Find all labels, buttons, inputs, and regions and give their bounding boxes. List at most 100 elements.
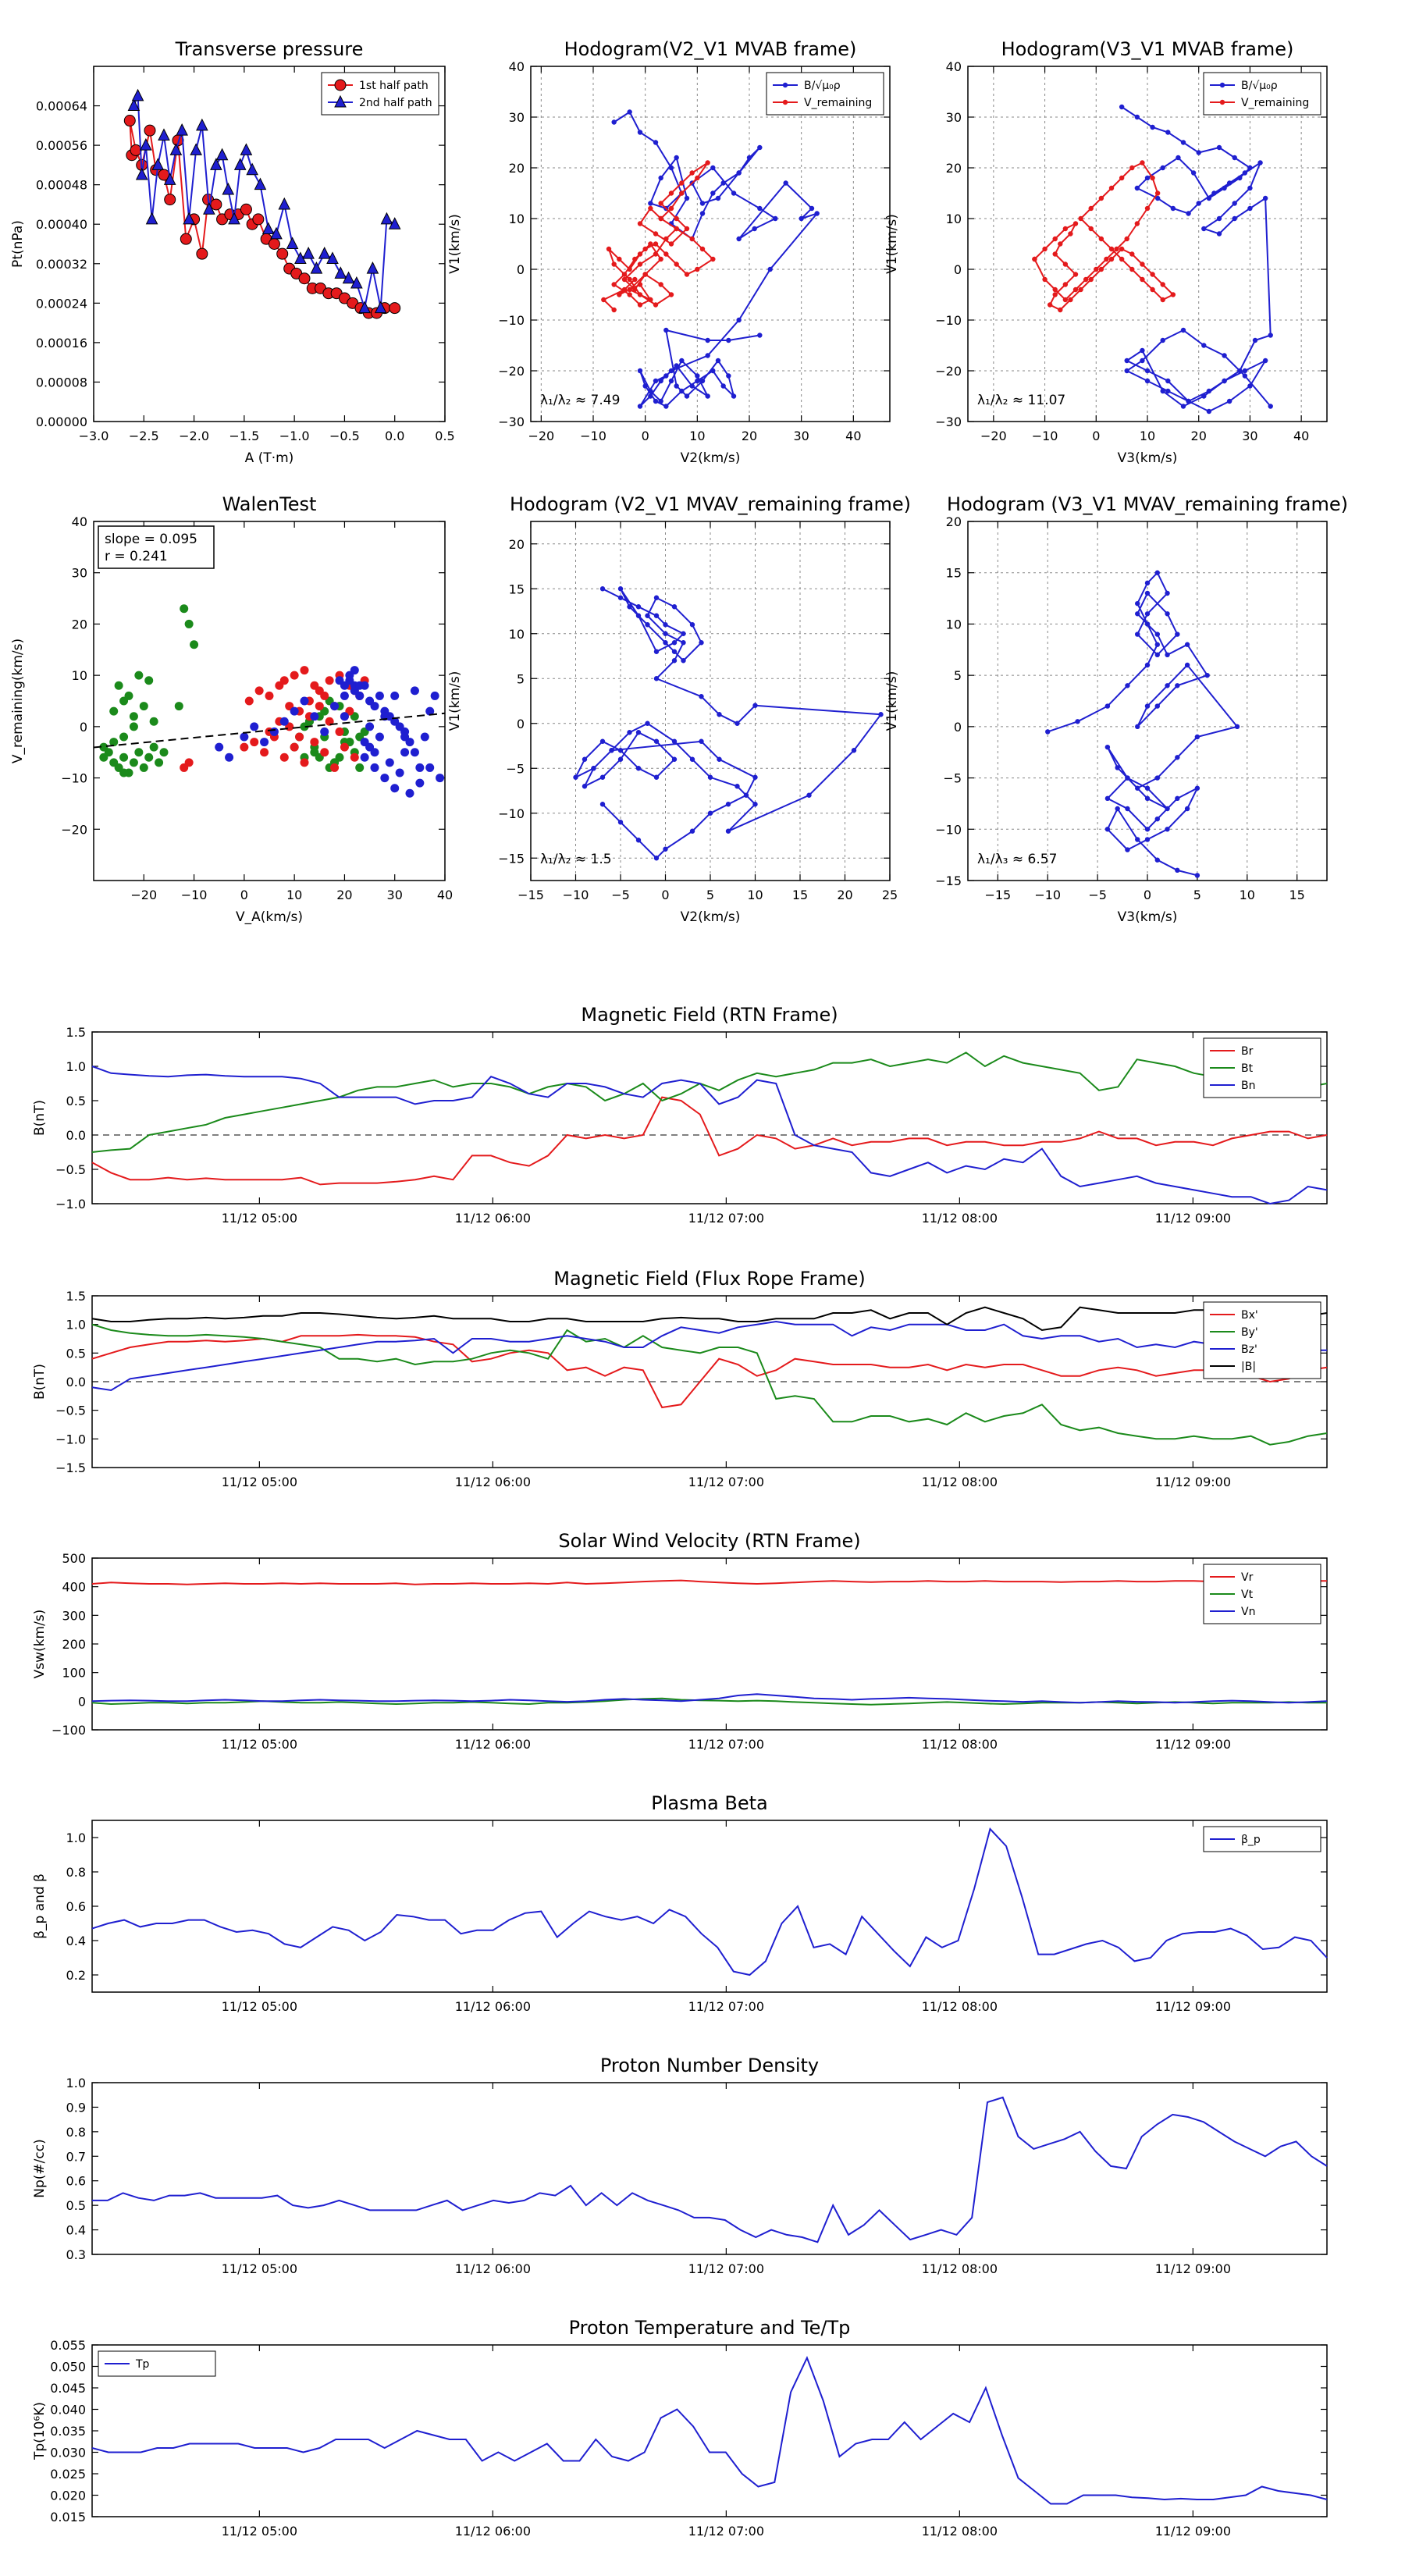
data-point bbox=[1201, 343, 1207, 348]
y-tick-label: −10 bbox=[498, 806, 525, 821]
data-point bbox=[1104, 703, 1111, 709]
data-point bbox=[1154, 570, 1160, 575]
y-tick-label: 0 bbox=[954, 262, 962, 277]
legend-label: Bn bbox=[1241, 1080, 1255, 1092]
data-point bbox=[637, 130, 643, 135]
y-axis-label: β_p and β bbox=[32, 1873, 48, 1939]
data-point bbox=[1062, 282, 1069, 287]
data-point bbox=[1144, 662, 1151, 668]
data-point bbox=[648, 205, 653, 212]
data-point bbox=[637, 262, 643, 267]
fit-line bbox=[93, 712, 446, 749]
data-point bbox=[1144, 175, 1151, 181]
data-point bbox=[757, 144, 763, 151]
data-point bbox=[1154, 775, 1160, 781]
data-point bbox=[1135, 785, 1140, 791]
x-tick-label: 11/12 09:00 bbox=[1155, 2261, 1231, 2276]
data-point bbox=[1144, 611, 1151, 617]
x-tick-label: 20 bbox=[336, 888, 352, 902]
data-point bbox=[1052, 286, 1058, 293]
series-Tp bbox=[91, 2355, 1328, 2505]
data-point bbox=[1165, 827, 1170, 832]
data-point bbox=[1125, 775, 1130, 781]
data-point bbox=[269, 727, 279, 736]
data-point bbox=[1144, 785, 1151, 791]
y-tick-label: 0.9 bbox=[66, 2100, 86, 2115]
series-Bn bbox=[91, 1066, 1328, 1205]
x-tick-label: 11/12 06:00 bbox=[455, 2261, 531, 2276]
x-tick-label: 11/12 07:00 bbox=[688, 2261, 764, 2276]
data-point bbox=[668, 190, 674, 196]
data-point bbox=[689, 383, 695, 389]
data-point bbox=[1124, 358, 1129, 364]
data-point bbox=[642, 246, 648, 252]
y-tick-label: 40 bbox=[946, 59, 962, 74]
data-point bbox=[320, 727, 329, 736]
data-point bbox=[1160, 282, 1165, 287]
series-0 bbox=[1045, 570, 1240, 878]
series-Bx' bbox=[91, 1333, 1328, 1409]
data-point bbox=[1165, 611, 1170, 617]
y-tick-label: 1.0 bbox=[66, 1831, 86, 1845]
data-point bbox=[710, 368, 716, 374]
series-line bbox=[91, 1066, 1328, 1205]
data-point bbox=[1201, 226, 1207, 232]
data-point bbox=[757, 333, 763, 338]
plot-frame bbox=[91, 2344, 1328, 2517]
y-tick-label: 0 bbox=[517, 717, 525, 731]
series-0 bbox=[92, 2096, 1328, 2243]
data-point bbox=[210, 198, 222, 211]
data-point bbox=[767, 266, 773, 272]
data-point bbox=[374, 301, 387, 314]
data-point bbox=[1160, 297, 1165, 303]
data-point bbox=[342, 271, 355, 284]
y-tick-label: 0.050 bbox=[50, 2360, 86, 2375]
data-point bbox=[699, 378, 706, 384]
x-tick-label: −20 bbox=[130, 888, 157, 902]
data-point bbox=[1222, 378, 1227, 384]
data-point bbox=[1216, 144, 1222, 151]
data-point bbox=[190, 640, 199, 649]
x-tick-label: −2.0 bbox=[179, 429, 209, 443]
data-point bbox=[1135, 600, 1140, 607]
data-point bbox=[1154, 190, 1161, 196]
data-point bbox=[1058, 307, 1063, 313]
chart-title: Solar Wind Velocity (RTN Frame) bbox=[558, 1530, 860, 1552]
data-point bbox=[1047, 302, 1053, 308]
data-point bbox=[300, 758, 309, 767]
y-tick-label: 1.0 bbox=[66, 2076, 86, 2090]
x-tick-label: 11/12 08:00 bbox=[922, 1999, 998, 2014]
data-point bbox=[1180, 140, 1186, 145]
data-point bbox=[1165, 590, 1170, 596]
data-point bbox=[601, 297, 606, 303]
plot-frame bbox=[93, 521, 446, 881]
legend-label: Bt bbox=[1241, 1062, 1254, 1075]
y-tick-label: 0.055 bbox=[50, 2338, 86, 2353]
y-tick-label: 1.5 bbox=[66, 1289, 86, 1304]
data-point bbox=[1098, 266, 1104, 272]
data-point bbox=[279, 717, 289, 726]
data-point bbox=[653, 738, 660, 744]
data-point bbox=[720, 383, 726, 389]
data-point bbox=[668, 292, 674, 297]
data-point bbox=[599, 802, 606, 807]
data-point bbox=[1252, 337, 1258, 343]
data-point bbox=[609, 748, 614, 753]
data-point bbox=[1062, 297, 1069, 303]
data-point bbox=[695, 378, 700, 384]
data-point bbox=[315, 702, 324, 711]
data-point bbox=[679, 190, 685, 196]
data-point bbox=[689, 622, 695, 628]
y-tick-label: −20 bbox=[61, 822, 87, 837]
data-point bbox=[725, 802, 731, 807]
data-point bbox=[1144, 621, 1151, 627]
data-point bbox=[1104, 256, 1109, 262]
data-point bbox=[1160, 165, 1165, 171]
data-point bbox=[645, 720, 650, 726]
y-tick-label: 5 bbox=[954, 668, 962, 683]
data-point bbox=[260, 748, 269, 757]
data-point bbox=[405, 788, 414, 798]
y-tick-label: 0.7 bbox=[66, 2149, 86, 2164]
data-point bbox=[736, 170, 742, 176]
data-point bbox=[674, 262, 679, 267]
